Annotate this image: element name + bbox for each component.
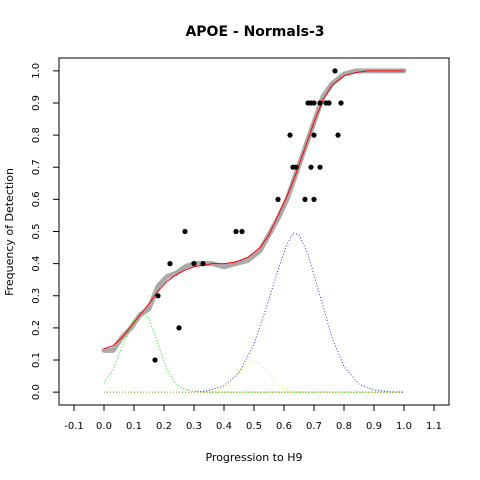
observed-point bbox=[293, 164, 299, 170]
observed-point bbox=[311, 100, 317, 106]
observed-point bbox=[332, 68, 338, 74]
y-tick-label: 0.2 bbox=[31, 320, 42, 336]
y-tick-label: 0.1 bbox=[31, 352, 42, 368]
x-tick-label: 0.9 bbox=[366, 421, 382, 432]
x-tick-label: 0.4 bbox=[216, 421, 232, 432]
observed-point bbox=[311, 132, 317, 138]
y-tick-label: 0.0 bbox=[31, 384, 42, 400]
y-tick-label: 0.3 bbox=[31, 288, 42, 304]
observed-point bbox=[326, 100, 332, 106]
y-axis-label: Frequency of Detection bbox=[3, 168, 16, 296]
y-tick-label: 0.8 bbox=[31, 127, 42, 143]
observed-point bbox=[302, 196, 308, 202]
x-axis-label: Progression to H9 bbox=[205, 451, 302, 464]
component-curve-3 bbox=[103, 311, 404, 393]
chart-title: APOE - Normals-3 bbox=[185, 24, 324, 40]
x-tick-label: 0.5 bbox=[246, 421, 262, 432]
x-tick-label: -0.1 bbox=[64, 421, 84, 432]
observed-point bbox=[155, 293, 161, 299]
x-tick-label: 0.7 bbox=[306, 421, 322, 432]
observed-point bbox=[317, 164, 323, 170]
y-axis: 0.0 0.1 0.2 0.3 0.4 0.5 0.6 0.7 0.8 0.9 1.0 bbox=[31, 63, 59, 400]
observed-point bbox=[275, 196, 281, 202]
y-tick-label: 0.9 bbox=[31, 95, 42, 111]
x-tick-label: 0.8 bbox=[336, 421, 352, 432]
observed-point bbox=[167, 261, 173, 267]
observed-point bbox=[317, 100, 323, 106]
x-axis: -0.1 0.0 0.1 0.2 0.3 0.4 0.5 0.6 0.7 0.8 0.9 1.0 1.1 bbox=[64, 405, 442, 432]
observed-point bbox=[176, 325, 182, 331]
observed-point bbox=[233, 228, 239, 235]
x-tick-label: 1.0 bbox=[396, 421, 412, 432]
y-tick-label: 0.5 bbox=[31, 224, 42, 240]
observed-point bbox=[152, 357, 158, 363]
observed-point bbox=[311, 196, 317, 202]
x-tick-label: 0.1 bbox=[126, 421, 142, 432]
data-layer bbox=[101, 68, 407, 393]
x-tick-label: 1.1 bbox=[426, 421, 442, 432]
observed-point bbox=[308, 164, 314, 170]
component-curve-4 bbox=[208, 359, 303, 393]
y-tick-label: 0.4 bbox=[31, 256, 42, 272]
component-curve-5 bbox=[193, 232, 405, 393]
observed-point bbox=[191, 261, 197, 267]
observed-point bbox=[287, 132, 293, 138]
y-tick-label: 1.0 bbox=[31, 63, 42, 79]
observed-point bbox=[182, 228, 188, 235]
observed-point bbox=[338, 100, 344, 106]
observed-point bbox=[200, 261, 206, 267]
x-tick-label: 0.2 bbox=[156, 421, 172, 432]
smoothed-band-series bbox=[101, 68, 407, 353]
y-tick-label: 0.7 bbox=[31, 159, 42, 175]
x-tick-label: 0.0 bbox=[96, 421, 112, 432]
observed-point bbox=[335, 132, 341, 138]
x-tick-label: 0.3 bbox=[186, 421, 202, 432]
observed-point bbox=[239, 228, 245, 235]
y-tick-label: 0.6 bbox=[31, 191, 42, 207]
x-tick-label: 0.6 bbox=[276, 421, 292, 432]
plot-frame bbox=[58, 57, 450, 406]
fit-curve bbox=[103, 70, 404, 350]
